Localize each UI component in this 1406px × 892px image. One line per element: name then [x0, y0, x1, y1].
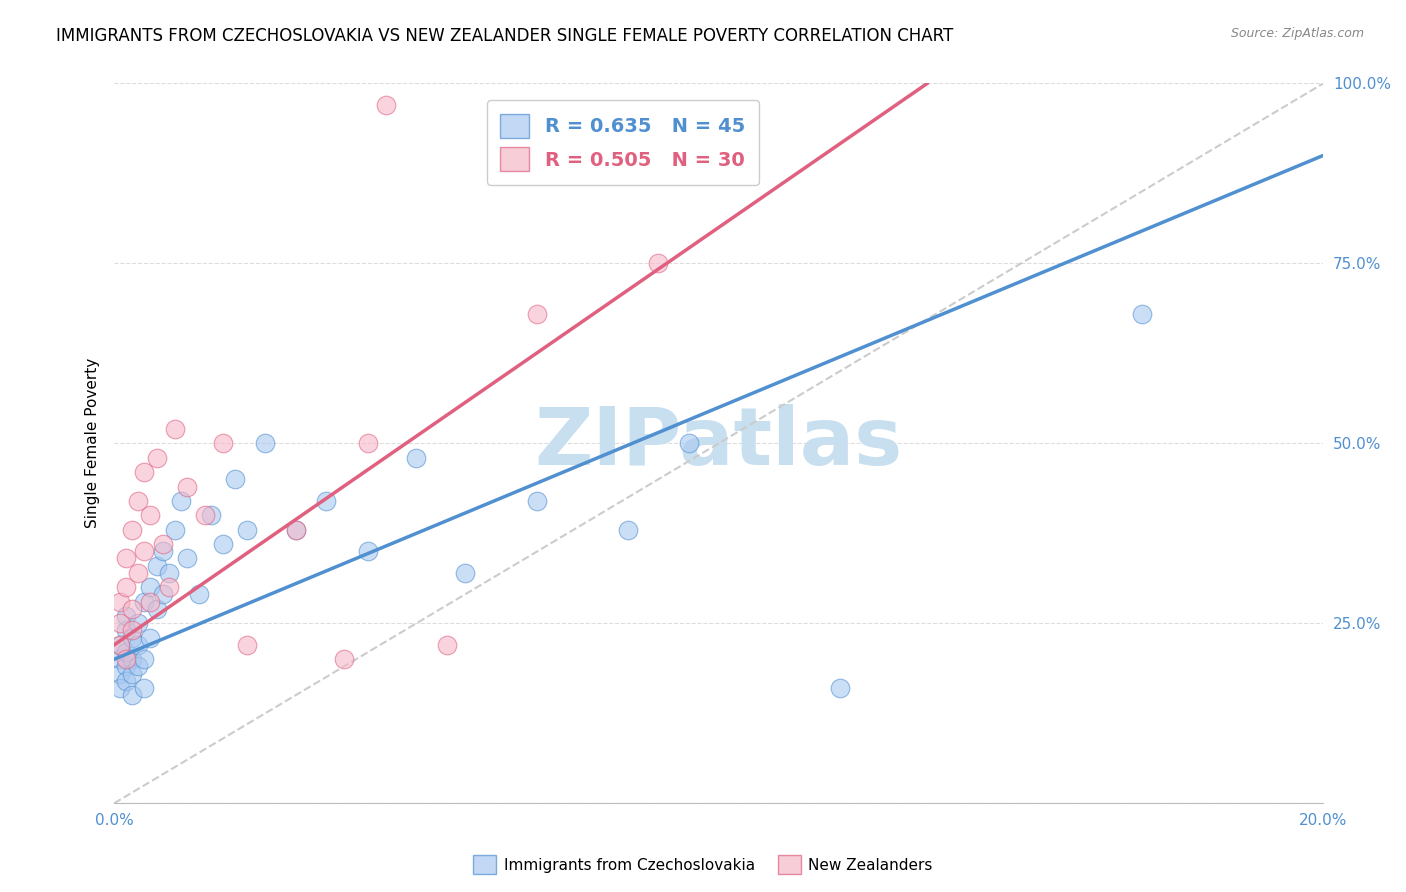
Point — [157, 580, 180, 594]
Point — [212, 436, 235, 450]
Point — [200, 508, 222, 523]
Point — [284, 523, 307, 537]
Point — [617, 523, 640, 537]
Point — [127, 659, 149, 673]
Point — [236, 523, 259, 537]
Point — [115, 624, 138, 638]
Point — [526, 494, 548, 508]
Point — [145, 558, 167, 573]
Text: Source: ZipAtlas.com: Source: ZipAtlas.com — [1230, 27, 1364, 40]
Point — [121, 688, 143, 702]
Point — [176, 551, 198, 566]
Point — [405, 450, 427, 465]
Point — [436, 638, 458, 652]
Point — [678, 436, 700, 450]
Point — [121, 523, 143, 537]
Point — [375, 98, 398, 112]
Point — [121, 666, 143, 681]
Point — [134, 595, 156, 609]
Point — [224, 472, 246, 486]
Point — [121, 602, 143, 616]
Point — [139, 580, 162, 594]
Point — [152, 544, 174, 558]
Point — [139, 595, 162, 609]
Point — [110, 616, 132, 631]
Point — [115, 652, 138, 666]
Point — [115, 580, 138, 594]
Point — [110, 652, 132, 666]
Point — [134, 681, 156, 695]
Point — [145, 450, 167, 465]
Point — [115, 609, 138, 624]
Point — [1130, 307, 1153, 321]
Point — [212, 537, 235, 551]
Point — [194, 508, 217, 523]
Y-axis label: Single Female Poverty: Single Female Poverty — [86, 359, 100, 528]
Point — [152, 537, 174, 551]
Text: ZIPatlas: ZIPatlas — [534, 404, 903, 483]
Point — [647, 256, 669, 270]
Point — [157, 566, 180, 580]
Point — [110, 681, 132, 695]
Legend: Immigrants from Czechoslovakia, New Zealanders: Immigrants from Czechoslovakia, New Zeal… — [467, 849, 939, 880]
Point — [236, 638, 259, 652]
Point — [121, 631, 143, 645]
Point — [115, 551, 138, 566]
Point — [110, 638, 132, 652]
Point — [121, 652, 143, 666]
Point — [110, 638, 132, 652]
Point — [115, 645, 138, 659]
Point — [134, 544, 156, 558]
Point — [127, 566, 149, 580]
Point — [454, 566, 477, 580]
Point — [139, 508, 162, 523]
Point — [110, 666, 132, 681]
Point — [163, 523, 186, 537]
Point — [134, 465, 156, 479]
Point — [152, 587, 174, 601]
Point — [170, 494, 193, 508]
Legend: R = 0.635   N = 45, R = 0.505   N = 30: R = 0.635 N = 45, R = 0.505 N = 30 — [486, 101, 759, 185]
Point — [115, 673, 138, 688]
Point — [254, 436, 277, 450]
Point — [127, 494, 149, 508]
Point — [176, 479, 198, 493]
Point — [139, 631, 162, 645]
Point — [134, 652, 156, 666]
Point — [526, 307, 548, 321]
Point — [357, 436, 380, 450]
Point — [315, 494, 337, 508]
Point — [127, 638, 149, 652]
Point — [357, 544, 380, 558]
Text: IMMIGRANTS FROM CZECHOSLOVAKIA VS NEW ZEALANDER SINGLE FEMALE POVERTY CORRELATIO: IMMIGRANTS FROM CZECHOSLOVAKIA VS NEW ZE… — [56, 27, 953, 45]
Point — [115, 659, 138, 673]
Point — [127, 616, 149, 631]
Point — [284, 523, 307, 537]
Point — [828, 681, 851, 695]
Point — [110, 595, 132, 609]
Point — [333, 652, 356, 666]
Point — [163, 422, 186, 436]
Point — [121, 624, 143, 638]
Point — [145, 602, 167, 616]
Point — [187, 587, 209, 601]
